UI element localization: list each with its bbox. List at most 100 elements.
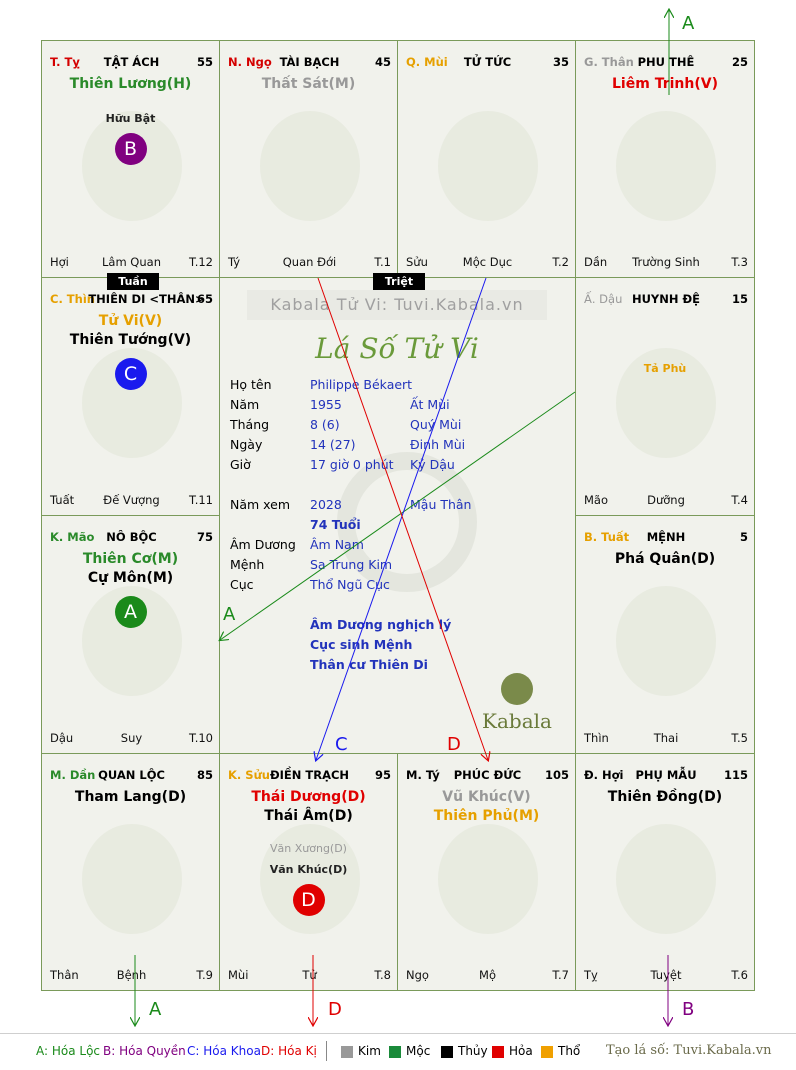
star-main: Thái Âm(D) <box>264 808 353 824</box>
palace-can: G. Thân <box>584 55 634 69</box>
palace-tai-bach: N. Ngọ TÀI BẠCH 45 Thất Sát(M) Tý Quan Đới T… <box>219 40 398 278</box>
star-main: Thiên Đồng(D) <box>607 789 723 805</box>
snake-watermark <box>82 111 182 221</box>
star-main: Thất Sát(M) <box>261 76 356 92</box>
palace-can: Đ. Hợi <box>584 768 624 782</box>
palace-quan-loc: M. Dần QUAN LỘC 85 Tham Lang(D) Thân Bệnh T.… <box>41 753 220 991</box>
palace-can: B. Tuất <box>584 530 630 544</box>
palace-stage: Suy <box>120 731 143 745</box>
palace-number: 95 <box>374 768 391 782</box>
hoa-loc-arrow-diagonal <box>220 391 576 640</box>
arrow-label-d: D <box>447 734 461 755</box>
palace-name: TẬT ÁCH <box>103 55 160 69</box>
label-ho-ten: Họ tên <box>230 377 272 392</box>
value-thang-canchi: Quý Mùi <box>410 417 462 432</box>
palace-branch: Tỵ <box>584 968 598 982</box>
star-main: Cự Môn(M) <box>87 570 174 586</box>
palace-month: T.1 <box>374 255 391 269</box>
note-than: Thân cư Thiên Di <box>310 657 428 672</box>
tiger-watermark <box>82 824 182 934</box>
label-gio: Giờ <box>230 457 251 472</box>
value-menh: Sa Trung Kim <box>310 557 393 572</box>
palace-branch: Hợi <box>50 255 69 269</box>
value-am-duong: Âm Nam <box>310 537 364 552</box>
palace-branch: Mão <box>584 493 609 507</box>
palace-name: TỬ TỨC <box>463 55 512 69</box>
value-gio: 17 giờ 0 phút <box>310 457 394 472</box>
legend-hoa-loc: A: Hóa Lộc <box>36 1044 101 1058</box>
palace-month: T.2 <box>552 255 569 269</box>
legend-kim: Kim <box>358 1044 381 1058</box>
star-main: Phá Quân(D) <box>614 551 716 567</box>
legend-bar: A: Hóa Lộc B: Hóa Quyền C: Hóa Khoa D: H… <box>0 1033 796 1070</box>
palace-menh: B. Tuất MỆNH 5 Phá Quân(D) Thìn Thai T.5 <box>575 515 755 754</box>
arrow-label-a-mid: A <box>223 604 236 625</box>
palace-stage: Tuyệt <box>650 968 682 982</box>
dog-watermark <box>616 586 716 696</box>
value-ngay: 14 (27) <box>310 437 356 452</box>
palace-can: K. Sửu <box>228 768 270 782</box>
hoa-badge-a: A <box>114 596 147 628</box>
arrow-label-a-bottom: A <box>149 999 162 1020</box>
legend-thuy: Thủy <box>458 1044 488 1058</box>
star-main: Tham Lang(D) <box>74 789 187 805</box>
hoa-badge-d: D <box>292 884 325 916</box>
legend-hoa-quyen: B: Hóa Quyền <box>103 1044 186 1058</box>
monkey-watermark <box>616 111 716 221</box>
pig-watermark <box>616 824 716 934</box>
legend-hoa-ki: D: Hóa Kị <box>261 1044 317 1058</box>
star-minor: Tả Phù <box>643 362 687 375</box>
horse-watermark <box>260 111 360 221</box>
palace-stage: Mộ <box>479 968 496 982</box>
kim-swatch <box>341 1046 353 1058</box>
palace-can: K. Mão <box>50 530 95 544</box>
value-nam-xem-canchi: Mậu Thân <box>410 497 472 512</box>
palace-name: PHÚC ĐỨC <box>453 768 522 782</box>
star-minor: Văn Xương(D) <box>270 842 347 855</box>
rat-watermark <box>438 824 538 934</box>
palace-dien-trach: K. Sửu ĐIỀN TRẠCH 95 Thái Dương(D) Thái Âm… <box>219 753 398 991</box>
label-nam-xem: Năm xem <box>230 497 291 512</box>
hoa-ki-arrow <box>317 277 488 760</box>
palace-number: 115 <box>723 768 748 782</box>
legend-credit[interactable]: Tạo lá số: Tuvi.Kabala.vn <box>606 1043 772 1058</box>
tuan-tag: Tuần <box>107 273 159 290</box>
palace-can: C. Thìn <box>50 292 95 306</box>
palace-number: 45 <box>374 55 391 69</box>
palace-month: T.5 <box>731 731 748 745</box>
palace-name: QUAN LỘC <box>98 768 165 782</box>
hoa-swatch <box>492 1046 504 1058</box>
legend-divider <box>0 1033 796 1034</box>
arrow-label-d-bottom: D <box>328 999 342 1020</box>
palace-name: MỆNH <box>646 530 686 544</box>
palace-branch: Mùi <box>228 968 249 982</box>
palace-number: 65 <box>196 292 213 306</box>
palace-branch: Ngọ <box>406 968 429 982</box>
palace-can: N. Ngọ <box>228 55 272 69</box>
palace-month: T.9 <box>196 968 213 982</box>
palace-stage: Đế Vượng <box>103 493 160 507</box>
value-nam: 1955 <box>310 397 342 412</box>
star-main: Thiên Tướng(V) <box>69 332 192 348</box>
palace-stage: Bệnh <box>116 968 147 982</box>
star-main: Tử Vi(V) <box>98 313 163 329</box>
thuy-swatch <box>441 1046 453 1058</box>
arrow-label-b-bottom: B <box>682 999 694 1020</box>
palace-number: 85 <box>196 768 213 782</box>
value-thang: 8 (6) <box>310 417 340 432</box>
arrow-label-a-top: A <box>682 13 695 34</box>
hoa-badge-c: C <box>114 358 147 390</box>
palace-name: NÔ BỘC <box>106 530 157 544</box>
legend-hoa-khoa: C: Hóa Khoa <box>187 1044 261 1058</box>
palace-month: T.7 <box>552 968 569 982</box>
palace-stage: Lâm Quan <box>102 255 161 269</box>
palace-can: T. Tỵ <box>50 55 80 69</box>
palace-number: 105 <box>544 768 569 782</box>
palace-can: Ấ. Dậu <box>584 292 623 306</box>
triet-tag: Triệt <box>373 273 425 290</box>
value-nam-xem: 2028 <box>310 497 342 512</box>
value-ngay-canchi: Đinh Mùi <box>410 437 466 452</box>
palace-stage: Quan Đới <box>282 255 337 269</box>
hoa-khoa-arrow <box>316 277 487 760</box>
